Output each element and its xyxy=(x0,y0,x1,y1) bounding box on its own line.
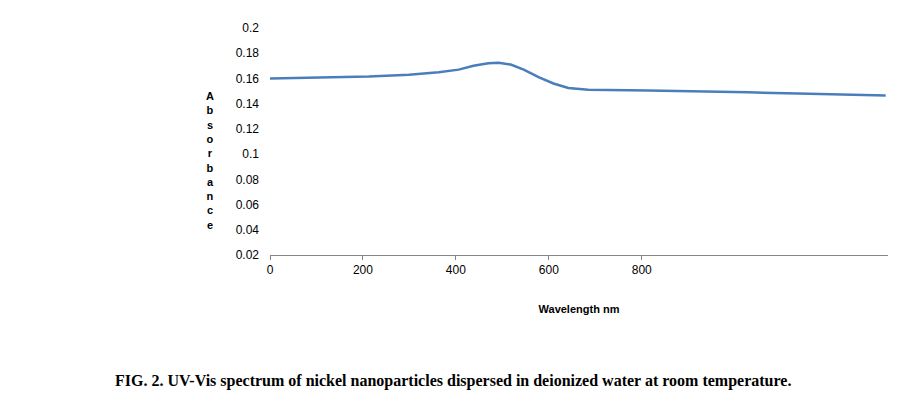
svg-text:0.14: 0.14 xyxy=(236,97,260,111)
svg-text:FIG. 2. UV-Vis spectrum of nic: FIG. 2. UV-Vis spectrum of nickel nanopa… xyxy=(115,372,791,390)
svg-text:0.04: 0.04 xyxy=(236,223,260,237)
svg-text:Wavelength nm: Wavelength nm xyxy=(539,303,620,315)
svg-text:0.18: 0.18 xyxy=(236,46,260,60)
svg-text:0: 0 xyxy=(267,263,274,277)
svg-text:0.2: 0.2 xyxy=(242,21,259,35)
svg-text:0.16: 0.16 xyxy=(236,72,260,86)
svg-text:400: 400 xyxy=(446,263,466,277)
svg-text:0.12: 0.12 xyxy=(236,122,260,136)
svg-text:0.08: 0.08 xyxy=(236,173,260,187)
svg-text:Absorbance: Absorbance xyxy=(206,90,214,231)
svg-text:0.06: 0.06 xyxy=(236,198,260,212)
svg-text:600: 600 xyxy=(539,263,559,277)
svg-text:0.02: 0.02 xyxy=(236,248,260,262)
svg-text:800: 800 xyxy=(632,263,652,277)
svg-text:0.1: 0.1 xyxy=(242,147,259,161)
svg-text:200: 200 xyxy=(353,263,373,277)
